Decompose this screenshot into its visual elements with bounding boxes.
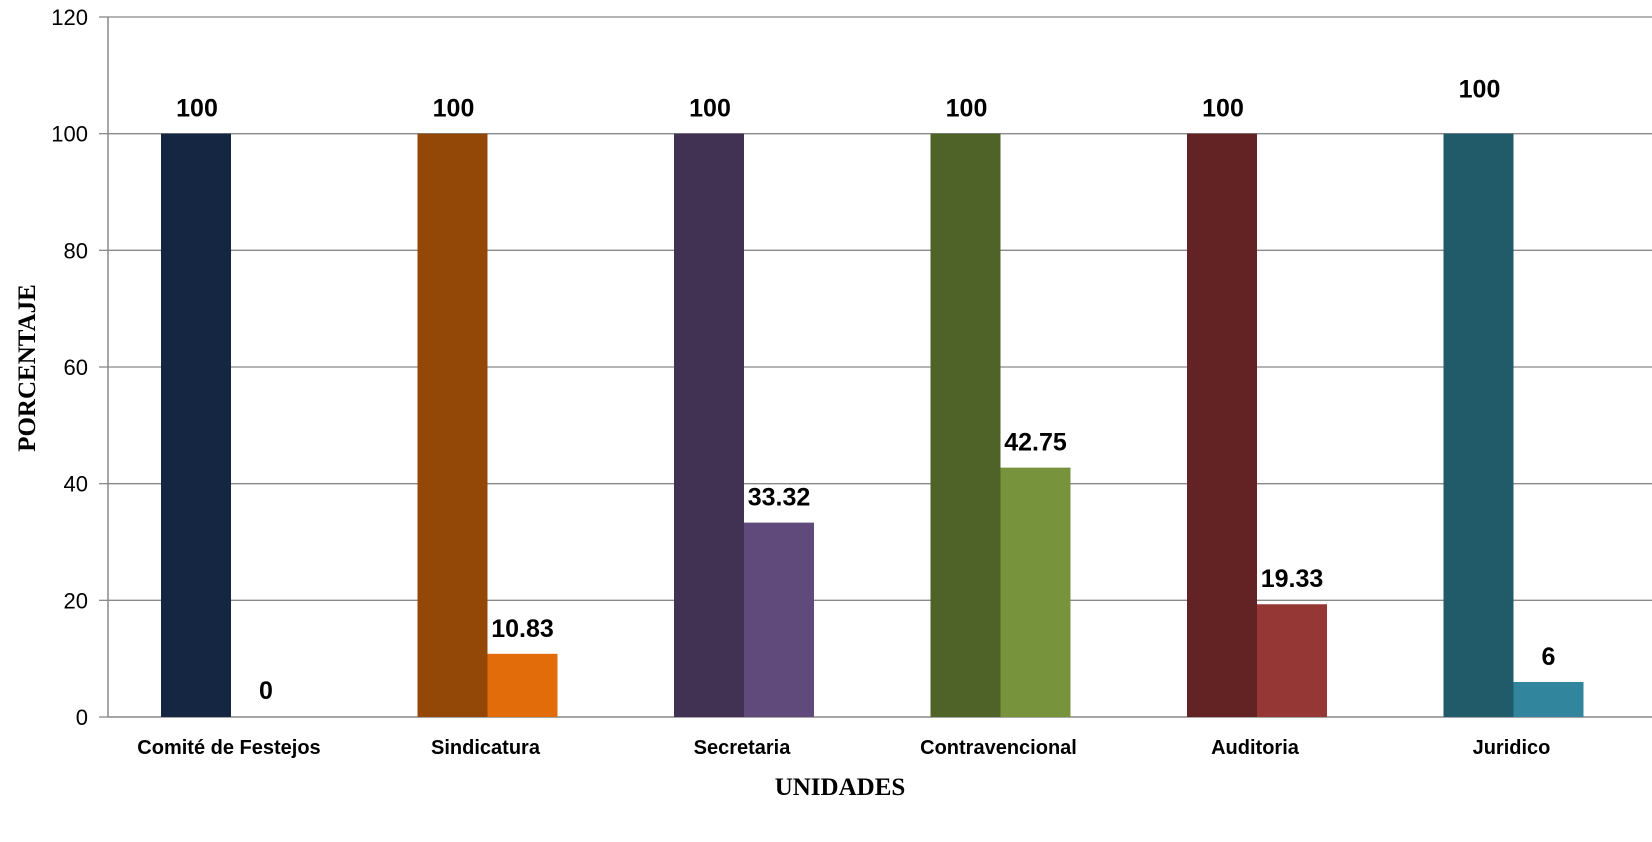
data-label-series-2: 0 [259, 677, 273, 705]
gridlines [107, 16, 1652, 718]
bar-series-2 [1257, 604, 1327, 717]
data-label-series-2: 6 [1542, 643, 1556, 671]
bar-series-1 [417, 133, 488, 717]
y-tick-label: 0 [76, 705, 88, 730]
bar-series-1 [930, 133, 1001, 717]
x-category-label: Secretaria [694, 737, 792, 759]
x-category-label: Contravencional [920, 737, 1077, 759]
y-tick-label: 60 [64, 355, 88, 380]
y-tick-label: 80 [64, 238, 88, 263]
data-label-series-1: 100 [946, 95, 988, 123]
bars [161, 133, 1584, 717]
bar-series-1 [1443, 133, 1514, 717]
y-tick-label: 20 [64, 588, 88, 613]
bar-series-2 [487, 653, 558, 717]
y-axis-ticks: 0 20 40 60 80 100 120 [51, 5, 108, 730]
bar-series-1 [1187, 133, 1257, 717]
x-axis-title: UNIDADES [775, 774, 906, 801]
data-label-series-2: 19.33 [1261, 565, 1324, 593]
bar-series-2 [1513, 682, 1584, 717]
data-label-series-2: 42.75 [1004, 429, 1067, 457]
y-tick-label: 100 [51, 122, 88, 147]
x-axis-categories: Comité de Festejos Sindicatura Secretaria C… [137, 737, 1550, 759]
bar-series-1 [161, 133, 231, 717]
data-label-series-1: 100 [176, 95, 218, 123]
data-label-series-1: 100 [433, 95, 475, 123]
bar-series-2 [744, 522, 814, 717]
data-label-series-1: 100 [689, 95, 731, 123]
y-tick-label: 40 [64, 472, 88, 497]
y-tick-label: 120 [51, 5, 88, 30]
data-labels: 100 0 100 10.83 100 33.32 100 42.75 100 19.33 100 6 [176, 76, 1555, 705]
data-label-series-2: 33.32 [748, 484, 811, 512]
y-axis-title: PORCENTAJE [14, 284, 41, 452]
data-label-series-1: 100 [1202, 95, 1244, 123]
x-category-label: Comité de Festejos [137, 737, 320, 759]
x-category-label: Sindicatura [431, 737, 541, 759]
bar-series-2 [1000, 467, 1071, 717]
data-label-series-1: 100 [1459, 76, 1501, 104]
x-category-label: Juridico [1473, 737, 1551, 759]
bar-series-1 [674, 133, 744, 717]
x-category-label: Auditoria [1211, 737, 1300, 759]
data-label-series-2: 10.83 [491, 615, 554, 643]
